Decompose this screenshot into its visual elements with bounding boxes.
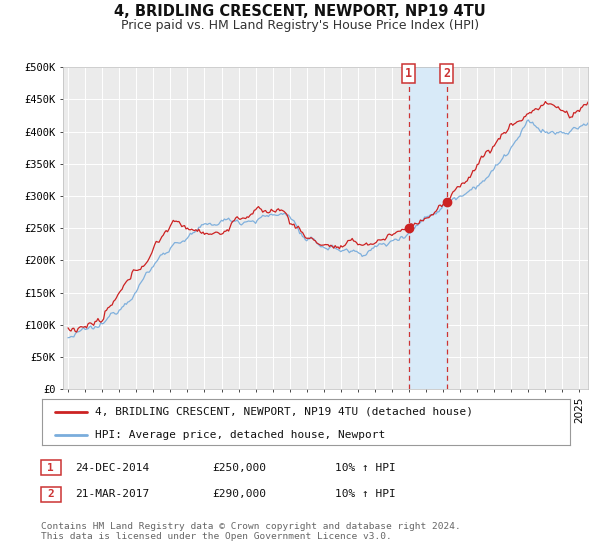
Text: £250,000: £250,000: [212, 463, 266, 473]
Text: Price paid vs. HM Land Registry's House Price Index (HPI): Price paid vs. HM Land Registry's House …: [121, 19, 479, 32]
Text: 10% ↑ HPI: 10% ↑ HPI: [335, 489, 395, 499]
Text: 2: 2: [443, 67, 451, 80]
Text: 1: 1: [47, 463, 54, 473]
Text: 1: 1: [405, 67, 412, 80]
Bar: [409, 67, 447, 389]
Text: Contains HM Land Registry data © Crown copyright and database right 2024.
This d: Contains HM Land Registry data © Crown c…: [41, 522, 461, 542]
Text: 4, BRIDLING CRESCENT, NEWPORT, NP19 4TU (detached house): 4, BRIDLING CRESCENT, NEWPORT, NP19 4TU …: [95, 407, 473, 417]
Text: 21-MAR-2017: 21-MAR-2017: [76, 489, 150, 499]
Text: 10% ↑ HPI: 10% ↑ HPI: [335, 463, 395, 473]
Text: £290,000: £290,000: [212, 489, 266, 499]
Text: 4, BRIDLING CRESCENT, NEWPORT, NP19 4TU: 4, BRIDLING CRESCENT, NEWPORT, NP19 4TU: [114, 4, 486, 20]
Text: 24-DEC-2014: 24-DEC-2014: [76, 463, 150, 473]
Text: 2: 2: [47, 489, 54, 499]
Text: HPI: Average price, detached house, Newport: HPI: Average price, detached house, Newp…: [95, 430, 385, 440]
